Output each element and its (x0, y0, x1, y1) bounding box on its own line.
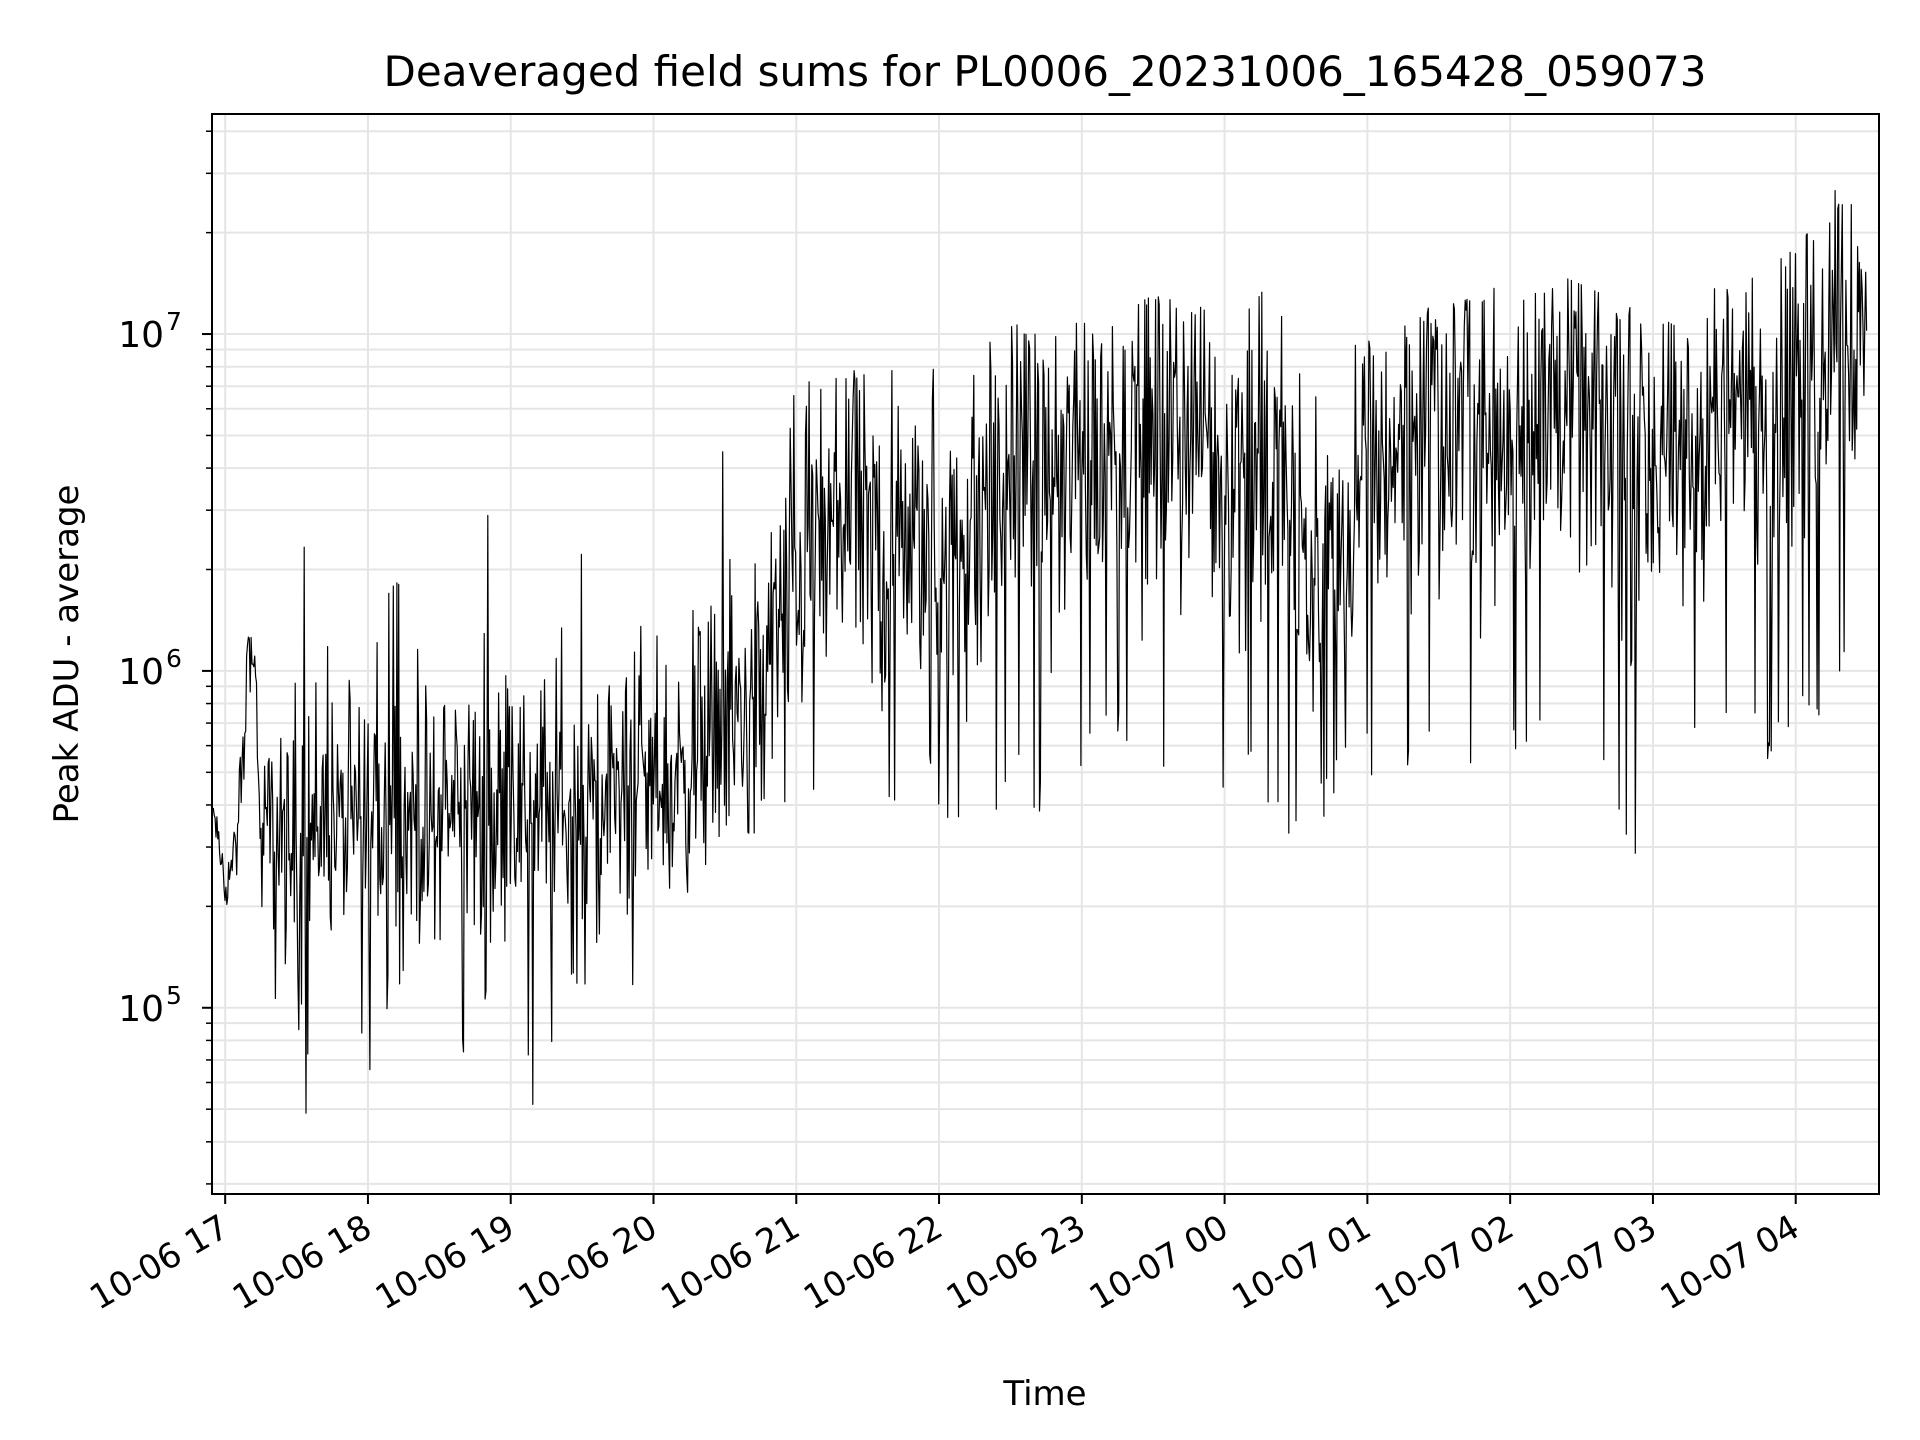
y-tick-exponent: 6 (166, 644, 182, 673)
y-tick-label: 10 (118, 315, 164, 356)
plot-frame (211, 113, 1880, 1195)
x-axis-label: Time (1002, 1374, 1086, 1414)
grid-lines (212, 114, 1879, 1194)
y-tick-label: 10 (118, 989, 164, 1030)
data-series (212, 190, 1868, 1114)
y-tick-exponent: 5 (166, 981, 182, 1010)
chart-title: Deaveraged field sums for PL0006_2023100… (384, 47, 1707, 96)
y-tick-exponent: 7 (166, 307, 182, 336)
y-axis-label: Peak ADU - average (47, 485, 87, 824)
series-line (212, 190, 1868, 1114)
y-tick-label: 10 (118, 652, 164, 693)
